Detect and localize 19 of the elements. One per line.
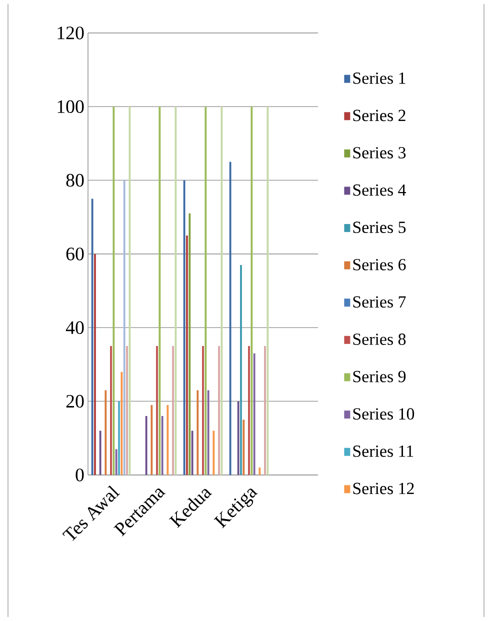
legend-label: Series 4 [353, 184, 406, 196]
y-tick-label: 20 [66, 394, 84, 408]
legend-label: Series 3 [353, 147, 406, 158]
legend-label: Series 11 [353, 446, 414, 457]
legend-label: Series 7 [353, 296, 406, 308]
legend-label: Series 8 [353, 334, 406, 345]
legend-label: Series 1 [353, 72, 406, 84]
y-tick-label: 40 [66, 321, 84, 334]
legend-label: Series 5 [353, 222, 406, 234]
y-tick-label: 60 [66, 248, 84, 260]
y-tick-label: 100 [58, 100, 84, 113]
legend-label: Series 12 [353, 482, 414, 494]
legend-label: Series 2 [353, 110, 406, 122]
legend-label: Series 6 [353, 258, 406, 270]
legend-label: Series 10 [353, 408, 414, 420]
y-tick-label: 80 [66, 174, 84, 187]
legend-label: Series 9 [353, 370, 406, 382]
y-tick-label: 120 [58, 26, 84, 40]
y-tick-label: 0 [76, 468, 84, 482]
